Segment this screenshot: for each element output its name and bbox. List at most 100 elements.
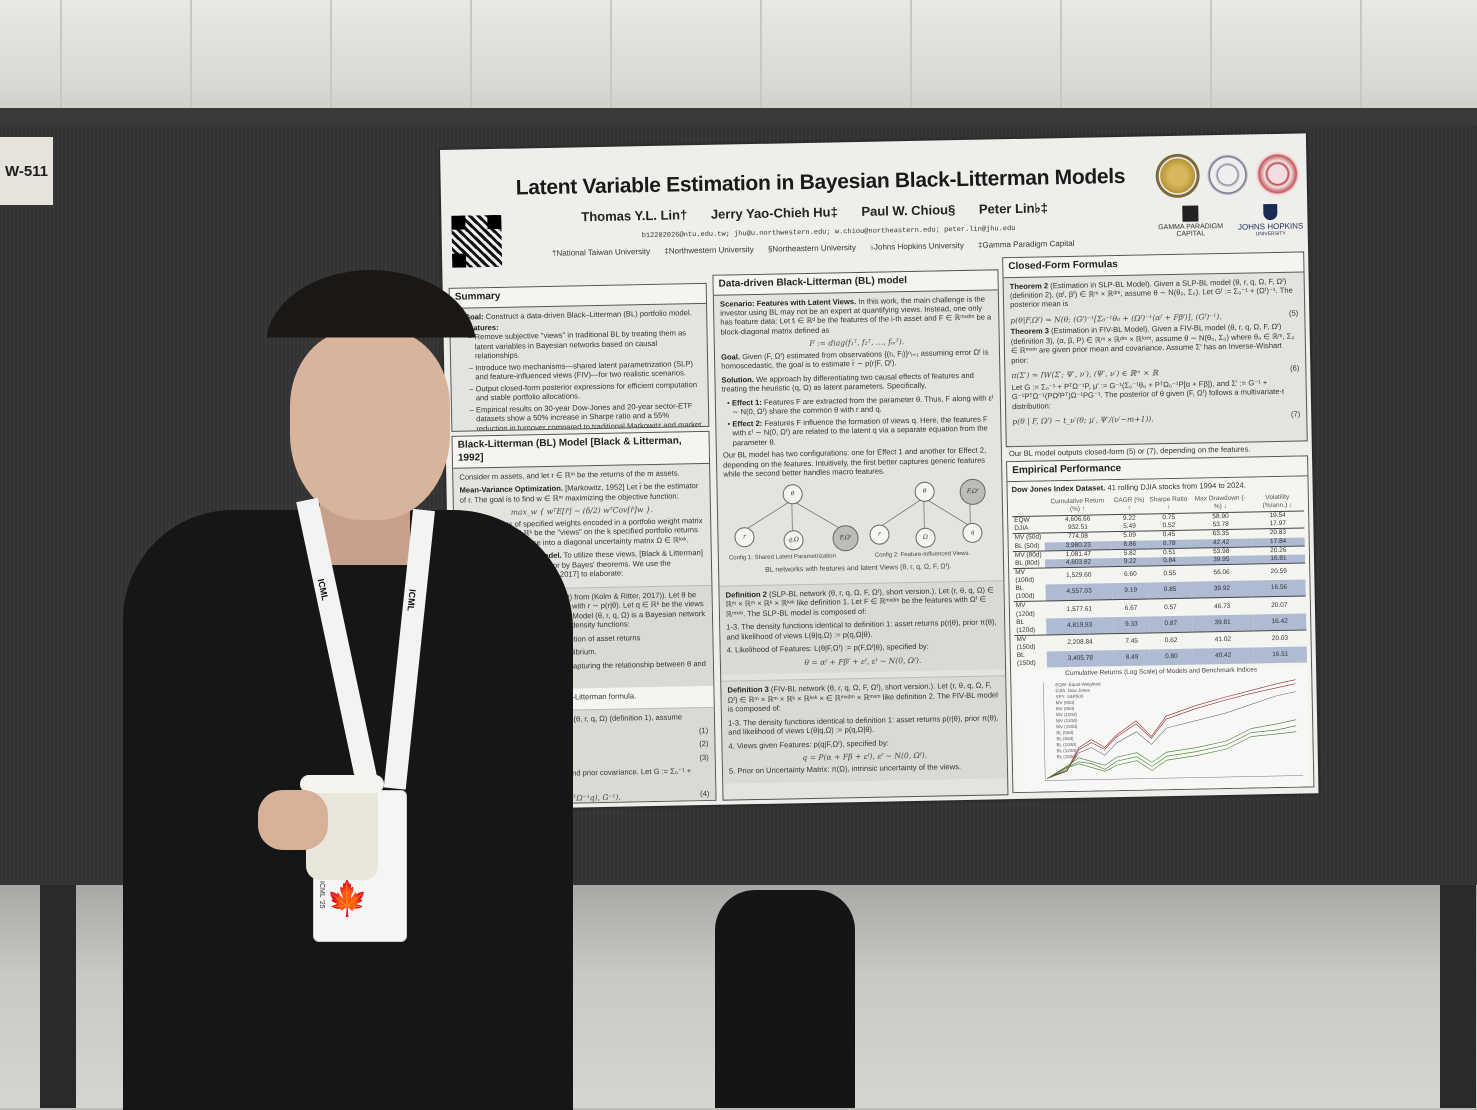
affiliations: †National Taiwan University ‡Northwester… xyxy=(552,239,1087,258)
label: Theorem 3 xyxy=(1011,327,1050,337)
metric-cell: 4,819.83 xyxy=(1046,617,1113,635)
cumulative-returns-chart: Cumulative Returns (Log Scale) of Models… xyxy=(1015,666,1309,793)
passerby-legs xyxy=(715,890,855,1108)
metric-cell: 0.80 xyxy=(1150,649,1193,666)
list-item: 1-3. The density functions identical to … xyxy=(728,713,1000,737)
author: Jerry Yao-Chieh Hu‡ xyxy=(711,204,838,221)
list-item: 4. Likelihood of Features: L(θ|F,Ωᶠ) := … xyxy=(727,641,999,656)
bayesian-network-diagram: θ r q,Ω F,Ωᶠ θ F,Ωᶠ r Ω q Config 1: Shar… xyxy=(723,478,997,575)
empirical-section: Empirical Performance Dow Jones Index Da… xyxy=(1006,455,1314,793)
node-r: r xyxy=(734,527,754,547)
metric-cell: 6.67 xyxy=(1113,599,1150,616)
figure-caption: BL networks with features and latent Vie… xyxy=(765,563,952,575)
johns-hopkins-logo: JOHNS HOPKINS UNIVERSITY xyxy=(1234,203,1307,237)
column-header: Cumulative Return (%) ↑ xyxy=(1044,496,1111,516)
equation-number: (3) xyxy=(699,753,709,767)
poster-title: Latent Variable Estimation in Bayesian B… xyxy=(516,165,1126,201)
closed-form-note: Our BL model outputs closed-form (5) or … xyxy=(1009,444,1251,458)
metric-cell: 9.33 xyxy=(1113,616,1150,633)
node-r: r xyxy=(869,524,889,544)
ntu-seal-icon xyxy=(1155,153,1200,198)
equation: p(θ | F, Ωᶠ) ∼ t_ν′(θ; μ′, Ψ′/(ν′−m+1)). xyxy=(1012,415,1154,427)
institution-logos: GAMMA PARADIGM CAPITAL JOHNS HOPKINS UNI… xyxy=(1155,151,1307,244)
column-header xyxy=(1012,497,1044,516)
jhu-shield-icon xyxy=(1263,204,1277,220)
affiliation: ‡Northwestern University xyxy=(664,245,754,256)
equation-number: (6) xyxy=(1290,364,1300,378)
metric-cell: 0.57 xyxy=(1149,599,1192,617)
lanyard-text: ICML xyxy=(316,578,330,602)
node-theta: θ xyxy=(914,481,934,501)
legend-entry: BL (150d) xyxy=(1057,754,1102,761)
column-header: Max Drawdown (-%) ↓ xyxy=(1190,493,1252,513)
metric-cell: 0.55 xyxy=(1148,565,1191,583)
metric-cell: 39.92 xyxy=(1191,581,1252,599)
northeastern-seal-icon xyxy=(1255,152,1300,197)
definition-3: Definition 3 (FIV-BL network (θ, r, q, Ω… xyxy=(721,675,1007,783)
author: Thomas Y.L. Lin† xyxy=(581,207,687,224)
paragraph: (Estimation in FIV-BL Model). Given a FI… xyxy=(1011,322,1295,365)
metric-cell: 41.02 xyxy=(1192,631,1253,649)
diagram-caption: Config 2: Feature-Influenced Views. xyxy=(875,551,970,560)
affiliation: †National Taiwan University xyxy=(552,247,650,258)
metric-cell: 20.07 xyxy=(1253,596,1306,614)
logo-subtext: CAPITAL xyxy=(1157,230,1225,238)
metric-cell: 0.87 xyxy=(1149,615,1192,633)
author: Peter Lin♭‡ xyxy=(979,200,1048,216)
paragraph: Given (F, Ωᶠ) estimated from observation… xyxy=(721,347,988,371)
label: Effect 1: xyxy=(732,398,762,408)
closed-form-section: Closed-Form Formulas Theorem 2 (Estimati… xyxy=(1002,251,1308,447)
label: Dow Jones Index Dataset. xyxy=(1012,483,1106,494)
label: Effect 2: xyxy=(732,419,762,429)
equation: θ = αᶠ + Fβᶠ + εᶠ, εᶠ ∼ N(0, Ωᶠ). xyxy=(727,654,999,669)
author: Paul W. Chiou§ xyxy=(861,202,955,219)
metric-cell: 1,577.61 xyxy=(1046,600,1113,618)
metric-cell: 16.56 xyxy=(1252,580,1305,598)
performance-table: Cumulative Return (%) ↑ CAGR (%) ↑ Sharp… xyxy=(1012,492,1307,668)
node-theta: θ xyxy=(782,484,802,504)
equation: π(Σ′) = IW(Σ′; Ψ′, ν′), (Ψ′, ν′) ∈ ℝᵐ × … xyxy=(1011,369,1158,381)
badge-year: ICML '25 xyxy=(318,881,325,909)
coffee-cup-lid xyxy=(300,775,384,793)
model-name-cell: BL (150d) xyxy=(1015,652,1047,669)
metric-cell: 20.59 xyxy=(1252,563,1305,581)
ceiling xyxy=(0,0,1477,120)
board-leg xyxy=(40,885,76,1108)
qr-code-icon xyxy=(449,213,504,270)
affiliation: ‡Gamma Paradigm Capital xyxy=(978,239,1075,250)
label: Definition 2 xyxy=(726,590,768,600)
equation-number: (2) xyxy=(699,739,709,753)
metric-cell: 16.51 xyxy=(1254,647,1307,664)
node-omega: Ω xyxy=(915,527,935,547)
paragraph: Our BL model has two configurations: one… xyxy=(723,446,995,480)
node-features: F,Ωᶠ xyxy=(832,525,858,551)
model-name-cell: BL (100d) xyxy=(1013,585,1045,602)
affiliation: §Northeastern University xyxy=(768,243,856,254)
gamma-paradigm-mark-icon xyxy=(1182,205,1198,221)
poster-authors: Thomas Y.L. Lin† Jerry Yao-Chieh Hu‡ Pau… xyxy=(581,200,1068,225)
node-q: q xyxy=(962,522,982,542)
metric-cell: 3,405.78 xyxy=(1047,650,1114,668)
node-features: F,Ωᶠ xyxy=(959,478,985,504)
list-item: 4. Views given Features: p(q|F,Ωᶠ), spec… xyxy=(728,736,1000,751)
metric-cell: 8.49 xyxy=(1114,650,1151,667)
metric-cell: 2,208.84 xyxy=(1046,634,1113,652)
column-header: CAGR (%) ↑ xyxy=(1111,495,1148,514)
board-leg xyxy=(1440,885,1476,1108)
metric-cell: 9.19 xyxy=(1112,583,1149,600)
metric-cell: 40.42 xyxy=(1192,648,1253,665)
label: Theorem 2 xyxy=(1010,281,1049,291)
model-name-cell: MV (120d) xyxy=(1014,601,1046,618)
metric-cell: 0.85 xyxy=(1149,582,1192,600)
metric-cell: 16.42 xyxy=(1253,613,1306,631)
equation-number: (1) xyxy=(699,726,709,740)
equation-number: (7) xyxy=(1291,410,1301,424)
metric-cell: 0.62 xyxy=(1150,632,1193,650)
label: Solution. xyxy=(721,375,754,385)
metric-cell: 56.06 xyxy=(1191,564,1252,582)
model-name-cell: MV (50d) xyxy=(1012,533,1044,542)
node-q-omega: q,Ω xyxy=(783,530,803,550)
metric-cell: 39.81 xyxy=(1192,614,1253,632)
equation-number: (5) xyxy=(1289,309,1299,323)
